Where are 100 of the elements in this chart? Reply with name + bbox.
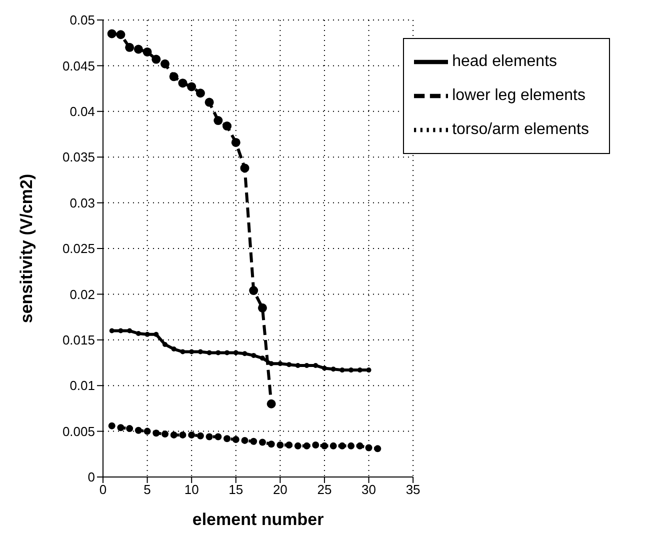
point <box>109 328 114 334</box>
x-tick-label: 5 <box>144 482 151 498</box>
point <box>206 433 213 440</box>
point <box>241 436 248 444</box>
point <box>330 442 337 450</box>
y-tick-label: 0.01 <box>70 378 95 394</box>
point <box>322 366 327 371</box>
x-tick-label: 25 <box>317 482 332 498</box>
point <box>312 442 320 449</box>
point <box>189 349 194 354</box>
point <box>366 368 372 373</box>
point <box>268 440 275 448</box>
point <box>304 362 310 368</box>
point <box>198 349 203 354</box>
y-tick-label: 0.045 <box>62 58 95 74</box>
x-axis-title: element number <box>192 510 324 529</box>
point <box>187 82 196 92</box>
y-tick-label: 0 <box>88 470 95 485</box>
point <box>188 431 196 438</box>
y-tick-label: 0.025 <box>62 241 95 256</box>
point <box>134 426 142 434</box>
point <box>357 368 362 373</box>
point <box>136 331 141 336</box>
y-tick-label: 0.02 <box>70 286 95 302</box>
point <box>178 78 188 88</box>
point <box>242 351 248 356</box>
point <box>125 42 134 52</box>
legend-label: torso/arm elements <box>452 121 589 138</box>
x-tick-label: 20 <box>272 482 288 498</box>
point <box>144 428 151 435</box>
point <box>250 438 258 445</box>
point <box>260 356 265 361</box>
y-tick-label: 0.03 <box>70 195 95 210</box>
y-tick-label: 0.05 <box>70 12 95 28</box>
point <box>356 442 364 450</box>
point <box>294 442 302 450</box>
point <box>313 362 318 368</box>
y-tick-label: 0.015 <box>62 332 95 348</box>
point <box>286 442 293 449</box>
point <box>276 442 284 449</box>
y-tick-label: 0.035 <box>62 150 95 165</box>
point <box>127 328 132 334</box>
point <box>224 350 230 356</box>
point <box>152 430 160 437</box>
point <box>179 431 186 438</box>
point <box>180 349 186 354</box>
y-axis-title: sensitivity (V/cm2) <box>17 174 36 324</box>
point <box>340 368 345 373</box>
point <box>374 445 382 452</box>
point <box>117 424 124 432</box>
point <box>214 116 223 126</box>
point <box>330 366 336 372</box>
point <box>224 435 231 442</box>
point <box>170 431 178 438</box>
x-tick-label: 0 <box>99 482 107 498</box>
point <box>152 54 161 64</box>
point <box>268 361 274 366</box>
point <box>216 350 221 356</box>
point <box>204 98 214 107</box>
point <box>258 438 266 446</box>
point <box>338 442 346 450</box>
point <box>251 352 256 358</box>
point <box>196 432 204 440</box>
x-tick-label: 10 <box>184 482 199 498</box>
point <box>108 422 116 430</box>
point <box>118 328 124 334</box>
point <box>206 350 212 356</box>
point <box>303 442 310 450</box>
point <box>162 342 168 347</box>
point <box>240 164 250 173</box>
point <box>116 30 126 40</box>
point <box>249 286 258 296</box>
point <box>286 362 292 368</box>
point <box>266 399 276 408</box>
point <box>348 442 355 450</box>
point <box>144 332 150 337</box>
point <box>295 362 300 368</box>
point <box>107 29 116 38</box>
y-tick-label: 0.04 <box>70 104 95 120</box>
point <box>171 346 176 352</box>
point <box>231 138 240 147</box>
point <box>154 332 159 337</box>
y-tick-label: 0.005 <box>62 424 95 439</box>
legend-label: lower leg elements <box>452 87 586 104</box>
legend-label: head elements <box>452 53 558 70</box>
point <box>222 122 232 131</box>
x-tick-label: 30 <box>362 482 376 498</box>
point <box>348 368 354 373</box>
point <box>160 59 170 68</box>
point <box>214 433 222 440</box>
x-tick-label: 15 <box>228 482 244 498</box>
point <box>134 44 143 54</box>
point <box>142 47 152 56</box>
point <box>196 88 205 98</box>
point <box>365 444 372 452</box>
point <box>278 361 283 366</box>
point <box>233 350 238 356</box>
point <box>258 303 267 312</box>
x-tick-label: 35 <box>406 482 420 498</box>
point <box>320 442 328 450</box>
